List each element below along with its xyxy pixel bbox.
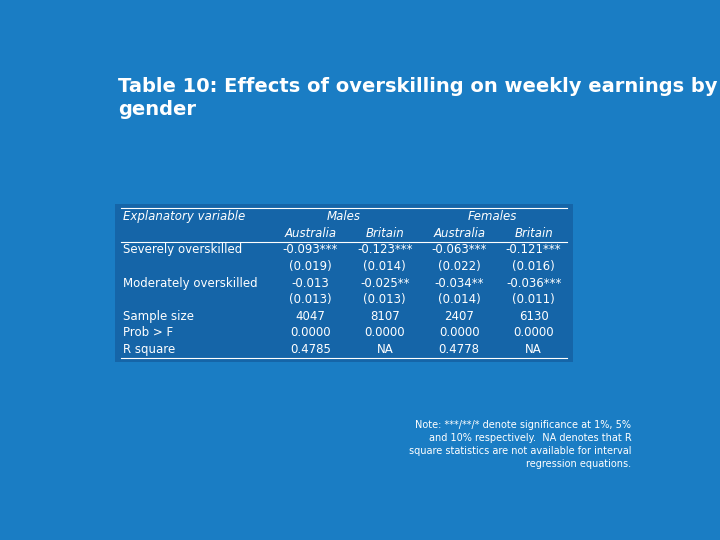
Text: -0.013: -0.013 (292, 276, 329, 289)
Text: Australia: Australia (433, 227, 485, 240)
Text: Sample size: Sample size (123, 310, 194, 323)
Text: 4047: 4047 (295, 310, 325, 323)
Text: 8107: 8107 (370, 310, 400, 323)
Text: -0.025**: -0.025** (360, 276, 410, 289)
Text: -0.093***: -0.093*** (283, 244, 338, 256)
Text: NA: NA (525, 343, 542, 356)
Text: (0.011): (0.011) (512, 293, 555, 306)
Text: 0.0000: 0.0000 (290, 327, 330, 340)
Text: (0.019): (0.019) (289, 260, 332, 273)
Text: Severely overskilled: Severely overskilled (123, 244, 242, 256)
Text: Table 10: Effects of overskilling on weekly earnings by
gender: Table 10: Effects of overskilling on wee… (118, 77, 717, 119)
FancyBboxPatch shape (115, 204, 572, 362)
Text: 2407: 2407 (444, 310, 474, 323)
Text: (0.013): (0.013) (289, 293, 332, 306)
Text: Note: ***/**/* denote significance at 1%, 5%
and 10% respectively.  NA denotes t: Note: ***/**/* denote significance at 1%… (409, 420, 631, 469)
Text: Moderately overskilled: Moderately overskilled (123, 276, 258, 289)
Text: Australia: Australia (284, 227, 336, 240)
Text: Females: Females (468, 210, 518, 223)
Text: 0.4785: 0.4785 (290, 343, 331, 356)
Text: 6130: 6130 (518, 310, 549, 323)
Text: (0.014): (0.014) (438, 293, 480, 306)
Text: Britain: Britain (514, 227, 553, 240)
Text: (0.022): (0.022) (438, 260, 480, 273)
Text: 0.4778: 0.4778 (438, 343, 480, 356)
Text: 0.0000: 0.0000 (439, 327, 480, 340)
Text: (0.014): (0.014) (364, 260, 406, 273)
Text: (0.016): (0.016) (512, 260, 555, 273)
Text: Prob > F: Prob > F (123, 327, 173, 340)
Text: Explanatory variable: Explanatory variable (123, 210, 246, 223)
Text: -0.121***: -0.121*** (505, 244, 562, 256)
Text: Males: Males (327, 210, 361, 223)
Text: -0.036***: -0.036*** (506, 276, 562, 289)
Text: Britain: Britain (366, 227, 404, 240)
Text: (0.013): (0.013) (364, 293, 406, 306)
Text: 0.0000: 0.0000 (364, 327, 405, 340)
Text: NA: NA (377, 343, 393, 356)
Text: -0.123***: -0.123*** (357, 244, 413, 256)
Text: 0.0000: 0.0000 (513, 327, 554, 340)
Text: R square: R square (123, 343, 175, 356)
Text: -0.063***: -0.063*** (431, 244, 487, 256)
Text: -0.034**: -0.034** (434, 276, 484, 289)
